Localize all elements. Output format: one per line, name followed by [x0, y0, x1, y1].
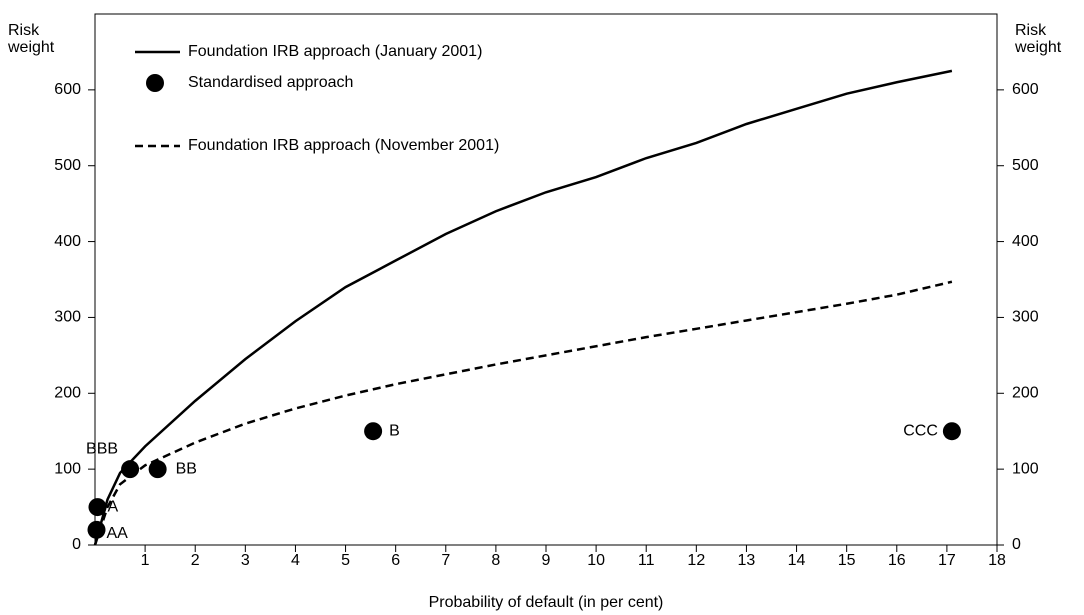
y2-tick-label: 400 — [1012, 233, 1039, 250]
data-point — [364, 422, 383, 441]
x-tick-label: 8 — [491, 552, 500, 569]
y2-tick-label: 600 — [1012, 81, 1039, 98]
data-point — [942, 422, 961, 441]
legend-label: Standardised approach — [188, 74, 353, 91]
y2-tick-label: 200 — [1012, 385, 1039, 402]
x-axis-label: Probability of default (in per cent) — [429, 594, 664, 611]
y-tick-label: 600 — [54, 81, 81, 98]
series-line — [93, 69, 953, 546]
x-tick-label: 5 — [341, 552, 350, 569]
y-tick-label: 100 — [54, 460, 81, 477]
x-tick-label: 14 — [788, 552, 806, 569]
x-tick-label: 3 — [241, 552, 250, 569]
point-label: BBB — [86, 440, 118, 457]
y-tick-label: 400 — [54, 233, 81, 250]
data-point — [87, 520, 106, 539]
point-label: A — [108, 498, 119, 515]
x-tick-label: 18 — [988, 552, 1006, 569]
x-tick-label: 7 — [441, 552, 450, 569]
y-tick-label: 200 — [54, 385, 81, 402]
x-tick-label: 16 — [888, 552, 906, 569]
y-tick-label: 500 — [54, 157, 81, 174]
x-tick-label: 11 — [638, 552, 655, 569]
y-tick-label: 300 — [54, 309, 81, 326]
x-tick-label: 17 — [938, 552, 956, 569]
x-tick-label: 10 — [587, 552, 605, 569]
legend-label: Foundation IRB approach (January 2001) — [188, 43, 482, 60]
y-axis-label: Risk — [8, 22, 40, 39]
legend-swatch — [146, 74, 164, 92]
y2-axis-label: weight — [1014, 39, 1062, 56]
data-point — [88, 498, 107, 517]
y-axis-label: weight — [7, 39, 55, 56]
y2-tick-label: 100 — [1012, 460, 1039, 477]
x-tick-label: 6 — [391, 552, 400, 569]
series-line — [93, 280, 953, 546]
x-tick-label: 1 — [141, 552, 150, 569]
point-label: B — [389, 422, 400, 439]
y2-tick-label: 0 — [1012, 536, 1021, 553]
x-tick-label: 15 — [838, 552, 856, 569]
y2-axis-label: Risk — [1015, 22, 1047, 39]
plot-frame — [94, 13, 998, 546]
y-tick-label: 0 — [72, 536, 81, 553]
x-tick-label: 12 — [687, 552, 705, 569]
data-point — [148, 460, 167, 479]
x-tick-label: 9 — [542, 552, 551, 569]
x-tick-label: 2 — [191, 552, 200, 569]
point-label: CCC — [903, 422, 938, 439]
x-tick-label: 4 — [291, 552, 300, 569]
point-label: BB — [176, 460, 197, 477]
x-tick-label: 13 — [738, 552, 756, 569]
y2-tick-label: 300 — [1012, 309, 1039, 326]
legend-label: Foundation IRB approach (November 2001) — [188, 137, 499, 154]
y2-tick-label: 500 — [1012, 157, 1039, 174]
point-label: AA — [107, 525, 129, 542]
